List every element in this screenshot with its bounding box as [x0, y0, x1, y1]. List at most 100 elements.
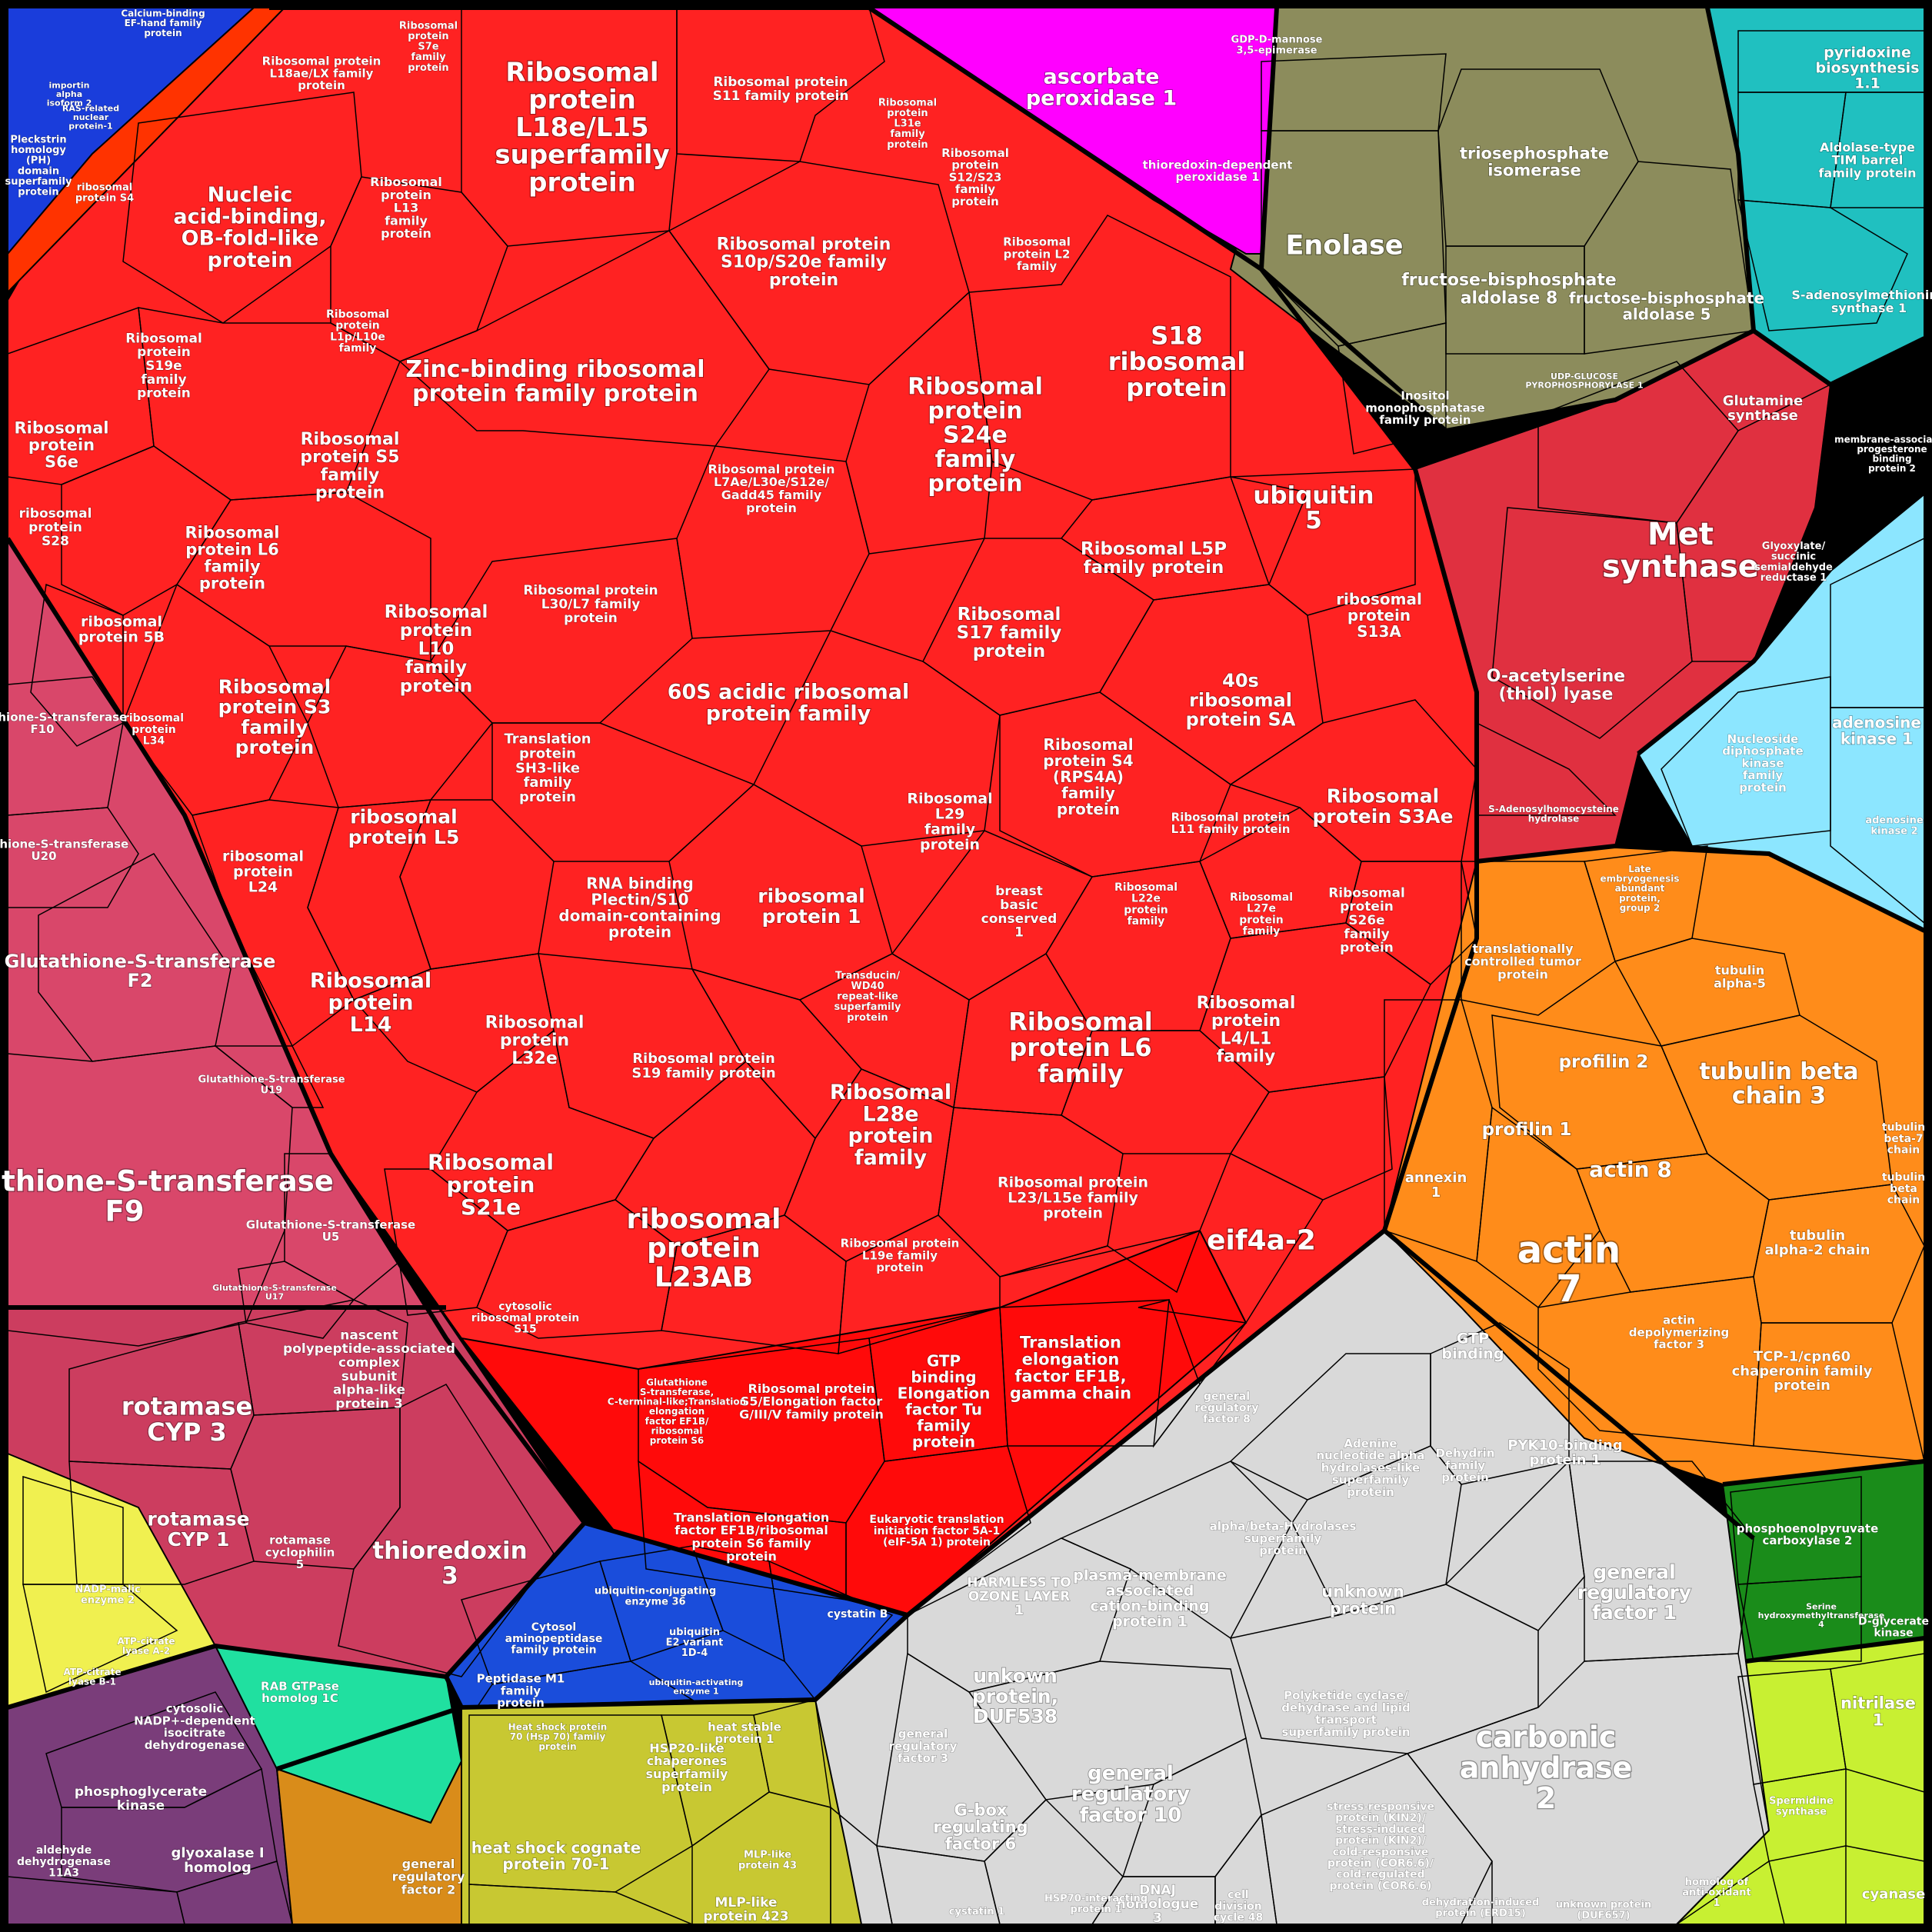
label-heat-shock: heat shock cognate protein 70-1: [471, 1839, 641, 1874]
label-l31e: Ribosomal protein L31e family protein: [878, 97, 937, 151]
label-aldehyde: aldehyde dehydrogenase 11A3: [17, 1844, 111, 1879]
label-l1p: Ribosomal protein L1p/L10e family: [326, 308, 389, 355]
label-cyclophilin5: rotamase cyclophilin 5: [265, 1534, 335, 1572]
label-l29: Ribosomal L29 family protein: [907, 791, 992, 854]
label-ubiquitin-act: ubiquitin-activating enzyme 1: [649, 1677, 744, 1697]
label-l7ae: Ribosomal protein L7Ae/L30e/S12e/Gadd45 f…: [708, 461, 835, 515]
label-atp-citrate-b1: ATP-citrate lyase B-1: [64, 1667, 122, 1687]
label-ras: RAS-related nuclear protein-1: [62, 103, 119, 131]
label-cytosol-amino: Cytosol aminopeptidase family protein: [505, 1621, 603, 1656]
label-rab: RAB GTPase homolog 1C: [261, 1679, 339, 1705]
label-l32e: Ribosomal protein L32e: [485, 1014, 585, 1068]
label-sahh: S-Adenosylhomocysteine hydrolase: [1488, 804, 1619, 824]
label-grf3: general regulatory factor 3: [889, 1727, 958, 1766]
label-tub-b7: tubulin beta-7 chain: [1882, 1121, 1925, 1156]
label-grf2: general regulatory factor 2: [392, 1857, 465, 1897]
label-dehydrin: Dehydrin family protein: [1435, 1447, 1494, 1485]
label-adenosine: adenosine kinase 1: [1832, 714, 1921, 748]
label-actin7: actin 7: [1517, 1229, 1621, 1311]
label-s28: ribosomal protein S28: [19, 506, 92, 549]
label-mlp423: MLP-like protein 423: [703, 1895, 788, 1924]
label-glutamine: Glutamine synthase: [1723, 393, 1803, 424]
label-ef1b: Translation elongation factor EF1B, gamma c…: [1010, 1333, 1131, 1402]
label-membrane: membrane-associatedprogesteronebindingpr…: [1834, 434, 1932, 474]
label-adenosine2: adenosine kinase 2: [1865, 815, 1924, 838]
label-stress: stress-responsive protein (KIN2)/stress-i…: [1327, 1800, 1434, 1892]
label-zinc: Zinc-binding ribosomal protein family pro…: [405, 356, 705, 408]
label-s15: cytosolic ribosomal protein S15: [471, 1301, 580, 1335]
label-grf8: general regulatory factor 8: [1195, 1391, 1259, 1425]
label-s18: S18 ribosomal protein: [1108, 321, 1246, 402]
label-enolase: Enolase: [1285, 230, 1403, 261]
label-l34: ribosomal protein L34: [124, 712, 184, 747]
label-sh3: Translation protein SH3-like family protein: [504, 731, 591, 806]
label-dehydration: dehydration-induced protein (ERD15): [1422, 1897, 1540, 1920]
label-cyp1: rotamase CYP 1: [147, 1508, 249, 1551]
label-tpi: triosephosphate isomerase: [1460, 144, 1609, 179]
label-hsp-stable: heat stable protein 1: [708, 1720, 781, 1746]
label-rp1: ribosomal protein 1: [758, 885, 865, 928]
label-nucleic: Nucleic acid-binding, OB-fold-like protein: [173, 183, 326, 272]
label-s13a: ribosomal protein S13A: [1336, 590, 1422, 641]
label-l13: Ribosomal protein L13 family protein: [370, 175, 442, 241]
label-s3ae: Ribosomal protein S3Ae: [1312, 785, 1453, 828]
label-hsp20: HSP20-like chaperones superfamily protein: [646, 1740, 729, 1794]
label-ubiquitin-e2: ubiquitin E2 variant 1D-4: [666, 1627, 724, 1659]
label-gstu5: Glutathione-S-transferase U5: [246, 1217, 415, 1244]
label-unknown: unknown protein: [1321, 1582, 1404, 1617]
label-duf538: unkown protein, DUF538: [972, 1665, 1058, 1728]
label-l5: ribosomal protein L5: [348, 806, 460, 848]
label-s7e: Ribosomal protein S7e family protein: [399, 20, 458, 74]
label-s5: Ribosomal protein S5 family protein: [300, 430, 399, 502]
label-nadp-malic: NADP-malic enzyme 2: [75, 1584, 140, 1607]
label-gstf2: Glutathione-S-transferase F2: [5, 951, 276, 991]
label-polyketide: Polyketide cyclase/dehydrase and lipid tr…: [1281, 1689, 1411, 1739]
label-s5b: ribosomal protein 5B: [78, 614, 165, 646]
label-cyp3: rotamase CYP 3: [122, 1391, 252, 1447]
label-l4: Ribosomal protein L4/L1 family: [1197, 994, 1296, 1066]
label-adenine: Adenine nucleotide alpha hydrolases-like su…: [1316, 1437, 1424, 1499]
label-met: Met synthase: [1602, 517, 1759, 585]
label-harmless: HARMLESS TO OZONE LAYER 1: [967, 1575, 1071, 1618]
label-s12: Ribosomal protein S12/S23 family protein: [941, 146, 1009, 208]
label-l11: Ribosomal protein L11 family protein: [1171, 810, 1291, 836]
label-l10: Ribosomal protein L10 family protein: [385, 602, 488, 697]
label-plasma: plasma-membrane associated cation-binding p…: [1073, 1567, 1226, 1631]
label-thioredoxin3: thioredoxin 3: [372, 1537, 527, 1591]
label-nitrilase: nitrilase 1: [1840, 1694, 1916, 1729]
label-cyanase: cyanase: [1862, 1886, 1925, 1902]
label-s24e: Ribosomal protein S24e family protein: [908, 374, 1043, 498]
label-l2: Ribosomal protein L2 family: [1003, 235, 1071, 274]
label-l23: Ribosomal protein L23/L15e family protein: [998, 1174, 1148, 1222]
label-ubiquitin36: ubiquitin-conjugating enzyme 36: [595, 1586, 716, 1608]
label-oas: O-acetylserine (thiol) lyase: [1487, 667, 1625, 704]
label-ef1b-s6: Translation elongation factor EF1B/riboso…: [674, 1510, 830, 1563]
label-s10p: Ribosomal protein S10p/S20e family protein: [717, 235, 891, 290]
label-acidic60s: 60S acidic ribosomal protein family: [668, 680, 910, 725]
label-l6: Ribosomal protein L6 family protein: [185, 523, 279, 592]
label-s4: Ribosomal protein S4 (RPS4A) family protein: [1043, 735, 1133, 818]
label-ndpk: Nucleoside diphosphate kinase family protein: [1722, 732, 1803, 794]
label-inositol: Inositol monophosphatase family protein: [1365, 389, 1485, 428]
label-glyoxylate: Glyoxylate/succinic semialdehyde reductase…: [1754, 541, 1833, 584]
label-rps4: ribosomal protein S4: [75, 182, 134, 205]
label-s40: 40s ribosomal protein SA: [1186, 670, 1296, 730]
label-udp-glc: UDP-GLUCOSE PYROPHOSPHORYLASE 1: [1525, 371, 1643, 391]
group-boundaries: [5, 5, 1926, 1771]
label-late-emb: Late embryogenesis abundant protein, group 2: [1600, 864, 1679, 913]
label-breast: breast basic conserved 1: [981, 884, 1058, 941]
label-carbonic: carbonic anhydrase 2: [1460, 1720, 1633, 1815]
label-annexin: annexin 1: [1405, 1170, 1467, 1201]
label-l24: ribosomal protein L24: [222, 848, 304, 896]
label-l30: Ribosomal protein L30/L7 family protein: [523, 583, 658, 626]
label-gtp-binding: GTP binding: [1442, 1331, 1504, 1363]
label-l14: Ribosomal protein L14: [310, 969, 431, 1037]
label-gdp-mannose: GDP-D-mannose 3,5-epimerase: [1231, 35, 1323, 57]
label-ppc2: phosphoenolpyruvate carboxylase 2: [1737, 1521, 1879, 1547]
label-homolog: homolog of anti-oxidant 1: [1682, 1877, 1750, 1909]
